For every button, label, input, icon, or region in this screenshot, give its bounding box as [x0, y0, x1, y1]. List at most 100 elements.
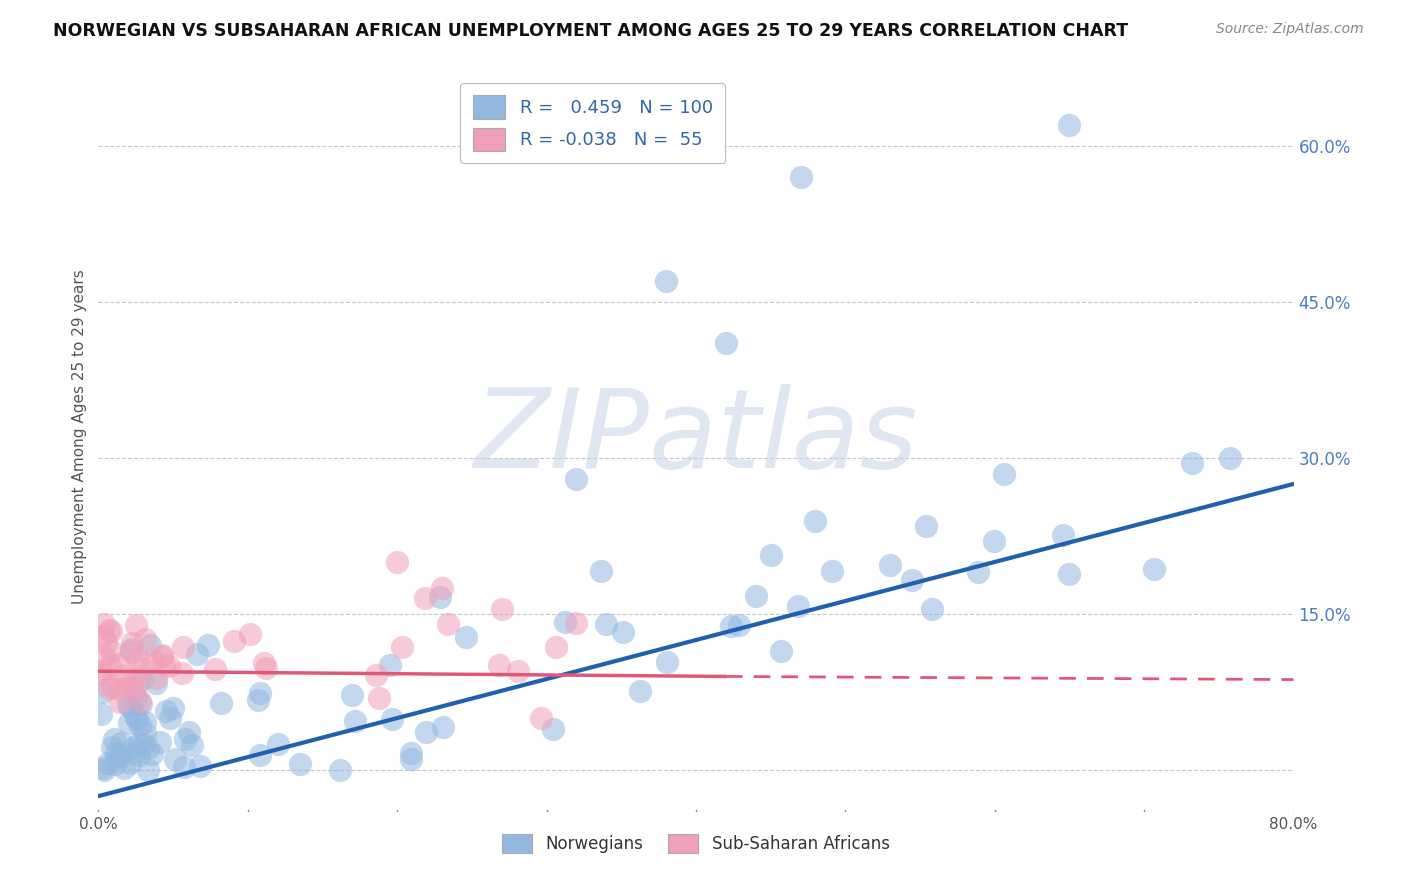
- Point: [1059, 118, 1081, 132]
- Point: [967, 565, 990, 579]
- Point: [655, 655, 678, 669]
- Point: [163, 752, 186, 766]
- Point: [134, 725, 156, 739]
- Point: [391, 640, 413, 654]
- Point: [1052, 528, 1074, 542]
- Point: [97, 756, 120, 770]
- Point: [124, 709, 146, 723]
- Point: [91, 629, 114, 643]
- Point: [364, 667, 387, 681]
- Point: [488, 658, 510, 673]
- Point: [100, 644, 122, 658]
- Point: [100, 624, 122, 639]
- Point: [179, 725, 201, 739]
- Point: [249, 748, 271, 763]
- Point: [415, 724, 437, 739]
- Point: [728, 617, 751, 632]
- Point: [120, 642, 142, 657]
- Point: [430, 581, 453, 595]
- Point: [385, 555, 409, 569]
- Point: [159, 710, 181, 724]
- Point: [118, 756, 141, 771]
- Point: [432, 720, 454, 734]
- Point: [103, 732, 125, 747]
- Point: [720, 618, 742, 632]
- Point: [120, 644, 142, 658]
- Point: [786, 599, 808, 614]
- Point: [170, 665, 193, 680]
- Point: [186, 647, 208, 661]
- Point: [110, 695, 132, 709]
- Point: [108, 657, 131, 671]
- Point: [136, 740, 159, 755]
- Point: [180, 739, 202, 753]
- Point: [1057, 567, 1080, 582]
- Point: [239, 627, 262, 641]
- Point: [1181, 456, 1204, 470]
- Point: [288, 756, 311, 771]
- Point: [149, 735, 172, 749]
- Point: [97, 681, 120, 695]
- Point: [155, 704, 177, 718]
- Point: [188, 759, 211, 773]
- Point: [150, 649, 173, 664]
- Point: [340, 689, 363, 703]
- Point: [343, 714, 366, 728]
- Point: [125, 618, 148, 632]
- Point: [90, 706, 112, 721]
- Point: [173, 760, 195, 774]
- Point: [145, 671, 167, 685]
- Point: [381, 712, 404, 726]
- Text: ZIPatlas: ZIPatlas: [474, 384, 918, 491]
- Point: [112, 761, 135, 775]
- Point: [124, 672, 146, 686]
- Point: [131, 661, 153, 675]
- Point: [121, 676, 143, 690]
- Point: [589, 564, 612, 578]
- Point: [101, 739, 124, 754]
- Point: [267, 737, 290, 751]
- Point: [103, 757, 125, 772]
- Point: [110, 737, 132, 751]
- Point: [173, 732, 195, 747]
- Point: [141, 653, 163, 667]
- Point: [162, 701, 184, 715]
- Point: [124, 682, 146, 697]
- Point: [1219, 450, 1241, 465]
- Point: [117, 697, 139, 711]
- Point: [612, 625, 634, 640]
- Point: [530, 711, 553, 725]
- Point: [125, 691, 148, 706]
- Point: [655, 274, 678, 288]
- Point: [246, 693, 269, 707]
- Text: NORWEGIAN VS SUBSAHARAN AFRICAN UNEMPLOYMENT AMONG AGES 25 TO 29 YEARS CORRELATI: NORWEGIAN VS SUBSAHARAN AFRICAN UNEMPLOY…: [53, 22, 1129, 40]
- Point: [437, 616, 460, 631]
- Point: [93, 761, 115, 775]
- Point: [554, 615, 576, 629]
- Point: [118, 716, 141, 731]
- Point: [209, 696, 232, 710]
- Point: [128, 718, 150, 732]
- Point: [628, 684, 651, 698]
- Point: [399, 752, 422, 766]
- Point: [145, 676, 167, 690]
- Point: [204, 662, 226, 676]
- Point: [127, 712, 149, 726]
- Point: [128, 736, 150, 750]
- Point: [254, 661, 277, 675]
- Point: [915, 519, 938, 533]
- Legend: Norwegians, Sub-Saharan Africans: Norwegians, Sub-Saharan Africans: [495, 827, 897, 860]
- Point: [491, 602, 513, 616]
- Point: [105, 746, 128, 760]
- Point: [546, 640, 568, 654]
- Point: [114, 680, 136, 694]
- Point: [565, 472, 588, 486]
- Point: [124, 740, 146, 755]
- Point: [983, 534, 1005, 549]
- Point: [91, 667, 114, 681]
- Point: [454, 630, 477, 644]
- Point: [744, 590, 766, 604]
- Point: [367, 690, 389, 705]
- Point: [197, 638, 219, 652]
- Point: [129, 694, 152, 708]
